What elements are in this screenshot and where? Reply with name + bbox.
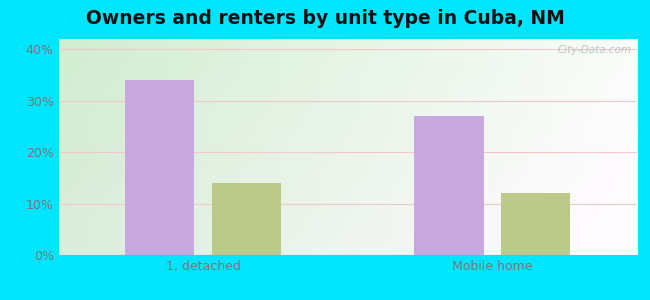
Bar xyxy=(501,193,571,255)
Bar xyxy=(212,183,281,255)
Text: Owners and renters by unit type in Cuba, NM: Owners and renters by unit type in Cuba,… xyxy=(86,9,564,28)
Bar xyxy=(414,116,484,255)
Bar xyxy=(125,80,194,255)
Text: City-Data.com: City-Data.com xyxy=(557,46,631,56)
